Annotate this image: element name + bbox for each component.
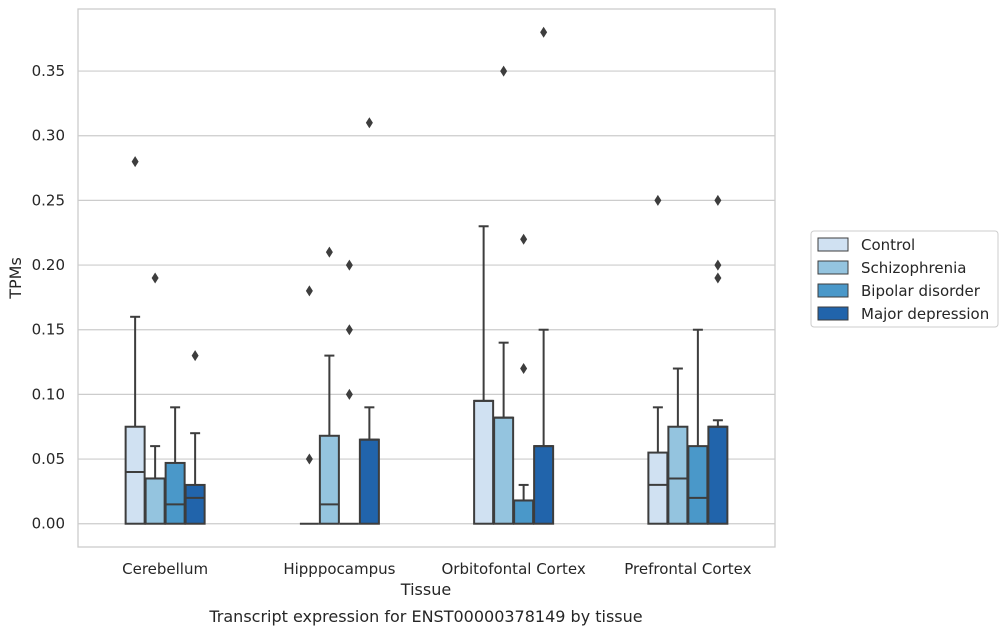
chart-caption: Transcript expression for ENST0000037814… xyxy=(208,607,642,626)
y-tick-label: 0.05 xyxy=(32,450,65,468)
box-major-depression xyxy=(533,26,555,525)
outlier-point xyxy=(540,26,548,38)
box-body xyxy=(687,445,709,525)
legend-entry-label: Control xyxy=(861,236,915,254)
outlier-point xyxy=(714,272,722,284)
y-tick-label: 0.10 xyxy=(32,385,65,403)
outlier-point xyxy=(520,233,528,245)
outlier-point xyxy=(305,285,313,297)
y-axis-label: TPMs xyxy=(6,257,25,300)
legend-entry-label: Bipolar disorder xyxy=(861,282,981,300)
outlier-point xyxy=(345,324,353,336)
outlier-point xyxy=(305,453,313,465)
box-control xyxy=(647,194,669,525)
box-body xyxy=(144,477,166,525)
box-control xyxy=(473,225,495,525)
x-tick-label: Prefrontal Cortex xyxy=(624,560,751,578)
legend: Control Schizophrenia Bipolar disorder Majo… xyxy=(810,230,999,328)
box-schizophrenia xyxy=(493,65,515,525)
box-major-depression xyxy=(358,117,380,525)
plot-frame xyxy=(77,8,776,548)
box-groups xyxy=(124,26,729,525)
box-body xyxy=(533,445,555,525)
box-body xyxy=(124,425,146,525)
y-tick-label: 0.35 xyxy=(32,62,65,80)
y-tick-label: 0.30 xyxy=(32,127,65,145)
box-bipolar-disorder xyxy=(339,259,359,525)
x-tick-label: Hipppocampus xyxy=(283,560,395,578)
box-bipolar-disorder xyxy=(687,328,709,525)
box-body xyxy=(493,416,515,525)
outlier-point xyxy=(191,350,199,362)
x-tick-label: Cerebellum xyxy=(122,560,208,578)
box-major-depression xyxy=(184,350,206,525)
y-tick-label: 0.15 xyxy=(32,321,65,339)
outlier-point xyxy=(345,388,353,400)
box-major-depression xyxy=(707,194,729,525)
y-tick-label: 0.20 xyxy=(32,256,65,274)
legend-swatch xyxy=(817,237,849,252)
legend-swatch xyxy=(817,283,849,298)
box-schizophrenia xyxy=(318,246,340,525)
box-body xyxy=(647,451,669,525)
box-body xyxy=(707,425,729,525)
legend-entry-label: Schizophrenia xyxy=(861,259,966,277)
outlier-point xyxy=(520,363,528,375)
box-body xyxy=(164,461,186,525)
x-tick-label: Orbitofontal Cortex xyxy=(442,560,586,578)
legend-swatch xyxy=(817,260,849,275)
outlier-point xyxy=(714,259,722,271)
box-control xyxy=(299,285,319,525)
legend-frame xyxy=(810,230,999,328)
legend-swatch xyxy=(817,306,849,321)
outlier-point xyxy=(131,156,139,168)
outlier-point xyxy=(151,272,159,284)
y-tick-labels: 0.00 0.05 0.10 0.15 0.20 0.25 0.30 0.35 xyxy=(32,62,65,533)
outlier-point xyxy=(365,117,373,129)
box-body xyxy=(184,483,206,525)
x-tick-labels: Cerebellum Hipppocampus Orbitofontal Corte… xyxy=(122,560,751,578)
box-control xyxy=(124,156,146,525)
x-axis-label: Tissue xyxy=(400,580,451,599)
outlier-point xyxy=(325,246,333,258)
y-tick-label: 0.00 xyxy=(32,515,65,533)
legend-entry-label: Major depression xyxy=(861,305,989,323)
outlier-point xyxy=(500,65,508,77)
box-body xyxy=(358,438,380,525)
box-body xyxy=(513,499,535,525)
box-body xyxy=(318,434,340,525)
box-body xyxy=(667,425,689,525)
outlier-point xyxy=(654,194,662,206)
outlier-point xyxy=(714,194,722,206)
box-body xyxy=(473,399,495,525)
y-tick-label: 0.25 xyxy=(32,191,65,209)
outlier-point xyxy=(345,259,353,271)
